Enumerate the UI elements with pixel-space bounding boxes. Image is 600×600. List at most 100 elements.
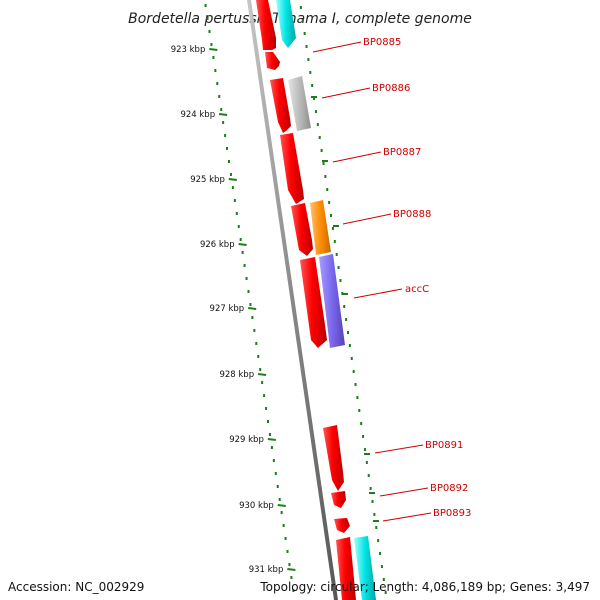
cds-arrow [265,52,280,70]
ring-dot [226,147,229,150]
dotted-ring [299,6,387,594]
map-title: Bordetella pertussis Tohama I, complete … [128,11,472,27]
ring-dot [224,134,227,137]
ring-dot [272,459,275,462]
ring-dot [367,474,370,477]
backbone-strand [247,0,338,600]
cds-arrow [331,491,346,508]
gene-label: BP0887 [383,147,421,158]
kbp-tick-label: 927 kbp [210,304,245,314]
kbp-tick-mark [218,113,228,116]
gene-leader-line [379,487,429,497]
ring-dot [339,279,342,282]
ring-dot [290,576,293,579]
ring-dot [237,225,240,228]
ring-dot [263,394,266,397]
ring-dot [309,71,312,74]
ring-dot [346,331,349,334]
ring-dot [268,433,271,436]
kbp-tick-label: 931 kbp [249,565,284,575]
ring-dot [286,550,289,553]
tick-ring: 923 kbp 924 kbp 925 kbp 926 kbp 927 kbp 928 k… [171,4,296,592]
ring-dot [239,238,242,241]
gene-label: accC [405,284,429,295]
ring-dot [314,110,317,113]
cds-arrow [300,257,327,348]
ring-dot [282,524,285,527]
ring-dot [369,487,372,490]
ring-dot [299,6,302,9]
kbp-tick-label: 928 kbp [219,370,254,380]
cds-arrow [319,254,345,348]
ring-dot [343,305,346,308]
kbp-tick-mark [238,243,247,246]
gene-leader-line [332,151,382,163]
ring-dot [253,329,256,332]
ring-dot [276,485,279,488]
ring-dot [251,316,254,319]
ring-dot [356,396,359,399]
ring-dot [328,201,331,204]
ring-dot [371,500,374,503]
ring-dot [362,435,365,438]
ring-dot [257,355,260,358]
ring-dot [214,69,217,72]
cds-arrow [291,203,313,256]
ring-dot [365,461,368,464]
ring-dot [348,344,351,347]
ring-dot [259,368,262,371]
ring-dot [379,552,382,555]
ring-dot [216,82,219,85]
kbp-tick-label: 926 kbp [200,240,235,250]
ring-dot [220,108,223,111]
cds-arrow [334,518,350,533]
ring-dot [333,240,336,243]
cds-arrow [276,0,296,48]
ring-dot [222,121,225,124]
kbp-tick-label: 923 kbp [171,45,206,55]
ring-dot [288,563,291,566]
gene-leader-line [312,41,362,53]
kbp-tick-mark [248,307,257,310]
ring-dot [233,199,236,202]
ring-dot [243,264,246,267]
cds-arrow [336,537,356,600]
ring-dot [316,123,319,126]
gene-label: BP0891 [425,440,463,451]
ring-dot [278,498,281,501]
ring-dot [358,409,361,412]
ring-dot [261,381,264,384]
ring-dot [231,186,234,189]
ring-dot [292,589,295,592]
ring-dot [218,95,221,98]
ring-dot [303,32,306,35]
ring-dot [210,43,213,46]
ring-dot [284,537,287,540]
kbp-tick-mark [228,178,237,181]
ring-dot [352,370,355,373]
gene-leader-line [382,512,432,522]
ring-dot [382,578,385,581]
ring-dot [318,136,321,139]
cds-features [256,0,376,600]
kbp-tick-label: 929 kbp [229,435,264,445]
ring-dot [204,4,207,7]
ring-dot [280,511,283,514]
kbp-tick-label: 925 kbp [190,175,225,185]
ring-dot [245,277,248,280]
kbp-tick-mark [209,48,218,51]
ring-dot [241,251,244,254]
ring-dot [335,253,338,256]
cds-arrow [256,0,276,50]
ring-dot [320,149,323,152]
ring-dot [212,56,215,59]
topology-text: Topology: circular; Length: 4,086,189 bp… [260,580,590,594]
ring-dot [305,45,308,48]
ring-dot [265,407,268,410]
ring-dot [363,448,366,451]
ring-dot [208,30,211,33]
cds-arrow [354,536,376,600]
ring-dot [350,357,353,360]
kbp-tick-mark [277,504,286,507]
ring-dot [313,97,316,100]
